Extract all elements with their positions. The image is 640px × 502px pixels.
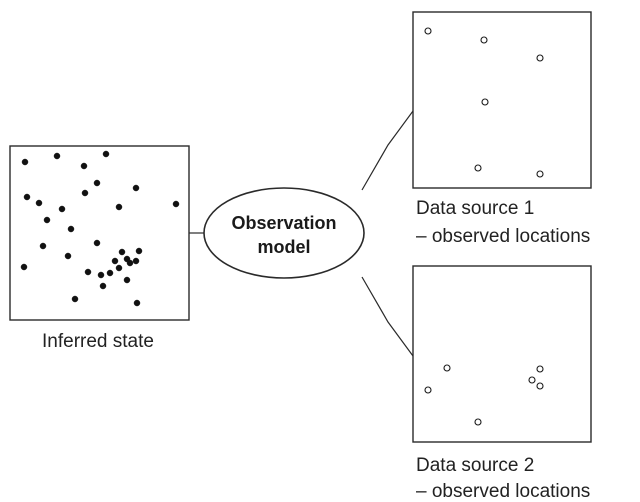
inferred-state-dot: [172, 200, 180, 208]
observation-model-label-line2: model: [257, 237, 310, 257]
data-source-1-dot: [481, 98, 489, 106]
inferred-state-dot: [99, 282, 107, 290]
data-source-1-dot: [536, 170, 544, 178]
data-source-2-dot: [474, 418, 482, 426]
data-source-2-dot: [443, 364, 451, 372]
data-source-1-dot: [480, 36, 488, 44]
inferred-state-dot: [97, 271, 105, 279]
inferred-state-points: [20, 150, 180, 307]
inferred-state-dot: [43, 216, 51, 224]
inferred-state-dot: [39, 242, 47, 250]
data-source-2-box: [412, 265, 592, 443]
inferred-state-dot: [93, 239, 101, 247]
inferred-state-dot: [126, 259, 134, 267]
inferred-state-dot: [132, 184, 140, 192]
observation-model-ellipse: [203, 187, 365, 279]
inferred-state-dot: [93, 179, 101, 187]
inferred-state-box: [9, 145, 190, 321]
inferred-state-dot: [35, 199, 43, 207]
inferred-state-dot: [53, 152, 61, 160]
inferred-state-dot: [118, 248, 126, 256]
data-source-2-dot: [528, 376, 536, 384]
inferred-state-dot: [71, 295, 79, 303]
data-source-1-box: [412, 11, 592, 189]
inferred-state-dot: [21, 158, 29, 166]
inferred-state-dot: [58, 205, 66, 213]
connector-model-to-source1: [361, 110, 414, 191]
data-source-1-dot: [536, 54, 544, 62]
inferred-state-dot: [81, 189, 89, 197]
data-source-2-subtitle: – observed locations: [416, 481, 590, 502]
inferred-state-dot: [133, 299, 141, 307]
inferred-state-dot: [115, 203, 123, 211]
inferred-state-dot: [106, 269, 114, 277]
inferred-state-dot: [102, 150, 110, 158]
inferred-state-dot: [20, 263, 28, 271]
inferred-state-dot: [67, 225, 75, 233]
data-source-2-title: Data source 2: [416, 455, 534, 476]
inferred-state-label: Inferred state: [42, 331, 154, 352]
observation-model-label-line1: Observation: [231, 213, 336, 233]
inferred-state-dot: [80, 162, 88, 170]
data-source-1-subtitle: – observed locations: [416, 226, 590, 247]
data-source-2-points: [424, 364, 544, 426]
inferred-state-dot: [135, 247, 143, 255]
data-source-2-dot: [536, 365, 544, 373]
inferred-state-dot: [111, 257, 119, 265]
inferred-state-dot: [64, 252, 72, 260]
connector-model-to-source2: [361, 276, 414, 357]
data-source-1-title: Data source 1: [416, 198, 534, 219]
data-source-1-dot: [424, 27, 432, 35]
inferred-state-dot: [123, 276, 131, 284]
inferred-state-dot: [115, 264, 123, 272]
inferred-state-dot: [132, 257, 140, 265]
data-source-2-dot: [536, 382, 544, 390]
inferred-state-dot: [84, 268, 92, 276]
data-source-1-dot: [474, 164, 482, 172]
inferred-state-dot: [23, 193, 31, 201]
data-source-2-dot: [424, 386, 432, 394]
data-source-1-points: [424, 27, 544, 178]
